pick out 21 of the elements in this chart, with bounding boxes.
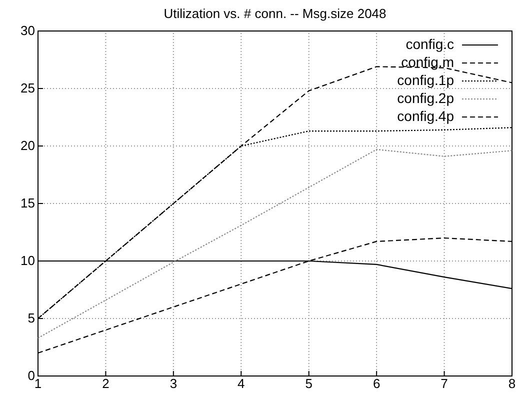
x-tick-label: 7 [440,376,448,392]
y-tick-label: 10 [20,253,35,268]
y-tick-label: 5 [28,310,35,326]
x-tick-label: 1 [34,376,42,392]
y-tick-label: 25 [20,80,35,96]
x-tick-label: 5 [305,376,312,392]
legend-label: config.c [406,36,454,52]
legend-label: config.1p [397,72,454,88]
y-tick-label: 20 [20,138,35,154]
x-tick-label: 4 [238,376,245,392]
chart-title: Utilization vs. # conn. -- Msg.size 2048 [164,6,386,21]
x-tick-label: 8 [508,376,516,392]
y-tick-label: 30 [20,23,35,38]
y-tick-label: 0 [28,368,35,384]
legend-label: config.4p [397,108,454,124]
x-tick-label: 6 [372,376,380,392]
legend-label: config.2p [397,90,454,106]
y-tick-label: 15 [20,196,35,211]
legend-label: config.m [401,54,454,70]
x-tick-label: 2 [102,376,110,392]
x-tick-label: 3 [170,376,178,392]
